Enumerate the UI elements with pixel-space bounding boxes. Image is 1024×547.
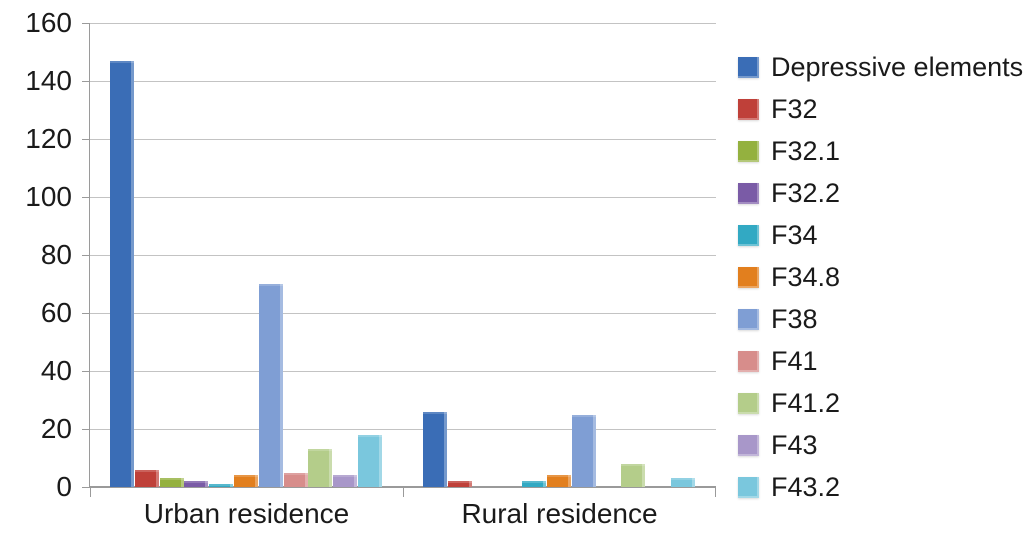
y-tick-label-20: 20 bbox=[40, 413, 72, 444]
x-axis-tick-1 bbox=[403, 488, 404, 497]
gridline-100 bbox=[90, 197, 716, 198]
gridline-40 bbox=[90, 371, 716, 372]
y-tick-label-140: 140 bbox=[25, 65, 72, 96]
bar-f41-urban-residence bbox=[283, 472, 308, 487]
bar-f34-rural-residence bbox=[522, 481, 547, 487]
legend-item-f41: F41 bbox=[738, 340, 1024, 382]
legend-label-f43: F43 bbox=[771, 429, 818, 460]
bar-f32-2-urban-residence bbox=[184, 481, 209, 487]
y-axis-tick-140 bbox=[82, 81, 89, 82]
y-tick-label-100: 100 bbox=[25, 181, 72, 212]
legend-swatch-f38 bbox=[738, 308, 759, 330]
bar-f32-1-urban-residence bbox=[159, 478, 184, 487]
legend-item-f41-2: F41.2 bbox=[738, 382, 1024, 424]
legend-swatch-f41 bbox=[738, 350, 759, 372]
y-tick-label-120: 120 bbox=[25, 123, 72, 154]
y-axis-tick-0 bbox=[82, 487, 89, 488]
y-axis-labels: 160 140 120 100 80 60 40 20 0 bbox=[0, 0, 72, 547]
legend-item-f43: F43 bbox=[738, 424, 1024, 466]
legend-item-f32: F32 bbox=[738, 88, 1024, 130]
legend-item-f34: F34 bbox=[738, 214, 1024, 256]
x-axis-tick-2 bbox=[715, 488, 716, 497]
gridline-20 bbox=[90, 429, 716, 430]
bar-f38-rural-residence bbox=[571, 414, 596, 487]
legend-label-f32-2: F32.2 bbox=[771, 177, 841, 208]
y-axis-tick-100 bbox=[82, 197, 89, 198]
category-label-urban-residence: Urban residence bbox=[143, 498, 350, 529]
bar-f32-urban-residence bbox=[134, 469, 159, 487]
gridline-120 bbox=[90, 139, 716, 140]
plot-area bbox=[82, 23, 716, 497]
gridline-160 bbox=[90, 23, 716, 24]
y-axis-tick-40 bbox=[82, 371, 89, 372]
bar-f41-2-urban-residence bbox=[308, 449, 333, 487]
legend-item-f34-8: F34.8 bbox=[738, 256, 1024, 298]
y-tick-label-80: 80 bbox=[40, 239, 72, 270]
gridline-60 bbox=[90, 313, 716, 314]
bar-f34-urban-residence bbox=[209, 484, 234, 487]
legend-label-depressive-elements: Depressive elements bbox=[771, 51, 1024, 82]
legend-swatch-f43-2 bbox=[738, 476, 759, 498]
y-tick-label-0: 0 bbox=[56, 471, 72, 502]
y-axis-tick-60 bbox=[82, 313, 89, 314]
bar-f38-urban-residence bbox=[258, 284, 283, 487]
legend-swatch-f32-2 bbox=[738, 182, 759, 204]
bar-depressive-elements-rural-residence bbox=[423, 411, 447, 487]
legend-label-f41: F41 bbox=[771, 345, 818, 376]
legend-label-f41-2: F41.2 bbox=[771, 387, 841, 418]
legend-swatch-f34-8 bbox=[738, 266, 759, 288]
legend-label-f32-1: F32.1 bbox=[771, 135, 841, 166]
y-axis-tick-120 bbox=[82, 139, 89, 140]
bar-f41-2-rural-residence bbox=[621, 463, 646, 487]
category-label-rural-residence: Rural residence bbox=[461, 498, 658, 529]
x-axis-tick-0 bbox=[90, 488, 91, 497]
legend-swatch-f32-1 bbox=[738, 140, 759, 162]
legend-swatch-f34 bbox=[738, 224, 759, 246]
bar-depressive-elements-urban-residence bbox=[110, 60, 134, 487]
y-axis-line bbox=[89, 23, 90, 487]
y-axis-tick-80 bbox=[82, 255, 89, 256]
y-tick-label-40: 40 bbox=[40, 355, 72, 386]
bar-f43-2-urban-residence bbox=[358, 434, 382, 487]
bar-f34-8-rural-residence bbox=[547, 475, 571, 487]
legend-item-f38: F38 bbox=[738, 298, 1024, 340]
legend-item-f32-2: F32.2 bbox=[738, 172, 1024, 214]
y-axis-tick-20 bbox=[82, 429, 89, 430]
y-tick-label-60: 60 bbox=[40, 297, 72, 328]
bar-f43-urban-residence bbox=[333, 475, 358, 487]
x-axis-line bbox=[89, 486, 716, 488]
legend-label-f32: F32 bbox=[771, 93, 818, 124]
legend-label-f34: F34 bbox=[771, 219, 818, 250]
legend-label-f34-8: F34.8 bbox=[771, 261, 841, 292]
legend-label-f38: F38 bbox=[771, 303, 818, 334]
legend-item-f32-1: F32.1 bbox=[738, 130, 1024, 172]
legend-swatch-f32 bbox=[738, 98, 759, 120]
y-tick-label-160: 160 bbox=[25, 7, 72, 38]
bar-f43-2-rural-residence bbox=[671, 478, 695, 487]
y-axis-tick-160 bbox=[82, 23, 89, 24]
bar-f32-rural-residence bbox=[447, 481, 472, 487]
legend-swatch-depressive-elements bbox=[738, 56, 759, 78]
legend: Depressive elements F32 F32.1 F32.2 F34 … bbox=[738, 46, 1024, 508]
legend-swatch-f41-2 bbox=[738, 392, 759, 414]
legend-label-f43-2: F43.2 bbox=[771, 471, 841, 502]
gridline-140 bbox=[90, 81, 716, 82]
legend-item-f43-2: F43.2 bbox=[738, 466, 1024, 508]
bar-f34-8-urban-residence bbox=[234, 475, 258, 487]
legend-item-depressive-elements: Depressive elements bbox=[738, 46, 1024, 88]
gridline-80 bbox=[90, 255, 716, 256]
legend-swatch-f43 bbox=[738, 434, 759, 456]
